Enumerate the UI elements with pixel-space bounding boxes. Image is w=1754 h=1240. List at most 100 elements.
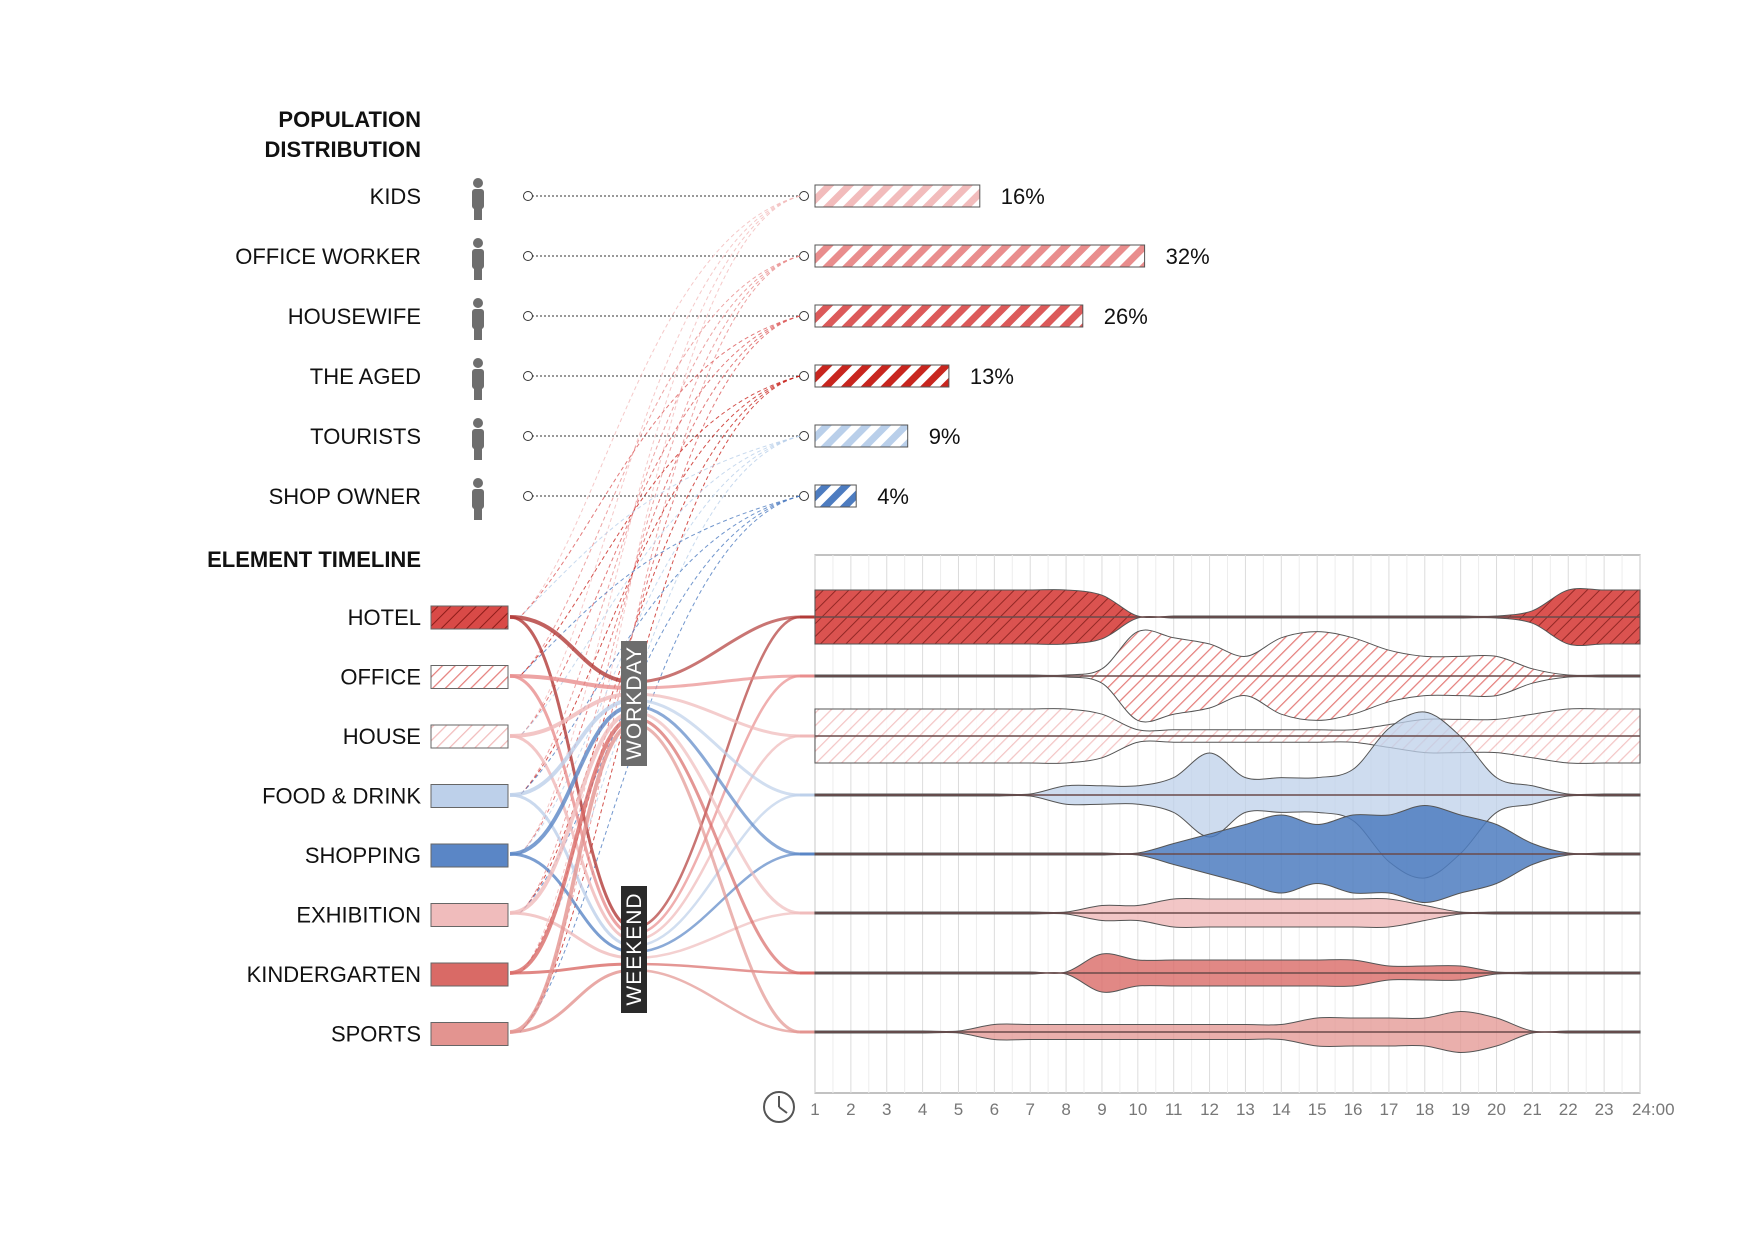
element-timeline-title: ELEMENT TIMELINE [207, 547, 421, 572]
legend-label: EXHIBITION [296, 903, 421, 928]
population-percent: 13% [970, 364, 1014, 389]
flow-ribbon-out [633, 704, 801, 856]
flow-ribbon-in [509, 674, 635, 690]
population-row: KIDS 16% [370, 178, 1045, 220]
population-row: TOURISTS 9% [310, 418, 960, 460]
legend-label: SHOPPING [305, 843, 421, 868]
population-link [519, 255, 801, 914]
population-link [519, 315, 801, 737]
legend-label: KINDERGARTEN [247, 962, 421, 987]
flow-ribbon-in [509, 968, 635, 1034]
population-link [519, 435, 801, 618]
legend-label: FOOD & DRINK [262, 784, 421, 809]
person-icon [472, 418, 484, 460]
population-percent: 9% [929, 424, 961, 449]
connector-end-dot [799, 311, 809, 321]
x-tick-label: 16 [1344, 1100, 1363, 1119]
day-type-flows [509, 615, 815, 1034]
population-link [519, 495, 801, 796]
connector-end-dot [799, 491, 809, 501]
population-link [519, 435, 801, 855]
population-bar [814, 484, 857, 508]
population-bar [814, 244, 1146, 268]
flow-ribbon-in [509, 911, 635, 960]
x-tick-label: 6 [990, 1100, 999, 1119]
legend-item: SHOPPING [305, 843, 509, 868]
population-title-line1: POPULATION [278, 107, 421, 132]
x-tick-label: 5 [954, 1100, 963, 1119]
legend-label: OFFICE [340, 665, 421, 690]
x-tick-label: 19 [1451, 1100, 1470, 1119]
population-link [519, 375, 801, 796]
population-percent: 4% [877, 484, 909, 509]
population-link [519, 195, 801, 855]
flow-ribbon-out [633, 716, 801, 975]
legend-swatch [430, 962, 509, 987]
x-tick-label: 1 [810, 1100, 819, 1119]
flow-ribbon-in [509, 722, 635, 1034]
legend-item: EXHIBITION [296, 903, 509, 928]
population-distribution: KIDS 16% OFFICE WORKER 32% HOUSEWIFE 26% THE A… [235, 178, 1210, 520]
legend-label: HOTEL [348, 605, 421, 630]
person-icon [472, 298, 484, 340]
element-timeline-chart: 1 2 3 4 5 6 7 8 9 10 11 12 13 14 15 16 17 18 19 20 21 22 23 24:… [810, 554, 1675, 1119]
x-tick-label: 11 [1165, 1100, 1183, 1119]
connector-start-dot [523, 191, 533, 201]
population-percent: 16% [1001, 184, 1045, 209]
population-link [519, 255, 801, 796]
legend-item: OFFICE [340, 665, 509, 690]
flow-ribbon-in [509, 716, 635, 975]
flow-ribbon-out [633, 674, 801, 690]
population-link [519, 435, 801, 974]
flow-ribbon-in [509, 615, 635, 930]
legend-item: HOUSE [343, 724, 509, 749]
x-tick-label: 17 [1379, 1100, 1398, 1119]
connector-start-dot [523, 431, 533, 441]
flow-ribbon-in [509, 674, 635, 936]
population-bar [814, 424, 909, 448]
connector-end-dot [799, 371, 809, 381]
population-label: THE AGED [310, 364, 421, 389]
legend-swatch [430, 605, 509, 630]
population-link [519, 315, 801, 855]
x-tick-label: 12 [1200, 1100, 1219, 1119]
legend-swatch [430, 843, 509, 868]
x-tick-label: 2 [846, 1100, 855, 1119]
weekend-label: WEEKEND [623, 892, 646, 1005]
flow-ribbon-out [633, 852, 801, 954]
x-tick-label: 23 [1595, 1100, 1614, 1119]
flow-ribbon-out [633, 734, 801, 942]
x-tick-label: 3 [882, 1100, 891, 1119]
legend-item: KINDERGARTEN [247, 962, 509, 987]
population-links [519, 195, 801, 1033]
connector-start-dot [523, 251, 533, 261]
person-icon [472, 478, 484, 520]
population-link [519, 495, 801, 1033]
x-tick-label: 4 [918, 1100, 927, 1119]
connector-end-dot [799, 191, 809, 201]
x-tick-label: 10 [1128, 1100, 1147, 1119]
element-legend: HOTEL OFFICE HOUSE FOOD & DRINK SHOPPING EXHI… [247, 605, 509, 1047]
population-link [519, 315, 801, 974]
flow-ribbon-out [633, 710, 801, 915]
population-label: SHOP OWNER [269, 484, 421, 509]
connector-end-dot [799, 431, 809, 441]
population-link [519, 195, 801, 737]
legend-item: FOOD & DRINK [262, 784, 509, 809]
flow-ribbon-out [633, 615, 801, 684]
connector-start-dot [523, 371, 533, 381]
population-bar [814, 304, 1084, 328]
population-percent: 26% [1104, 304, 1148, 329]
x-tick-label: 9 [1097, 1100, 1106, 1119]
x-tick-label: 13 [1236, 1100, 1255, 1119]
x-tick-label: 24:00 [1632, 1100, 1675, 1119]
flow-ribbon-out [633, 615, 801, 930]
flow-ribbon-out [633, 968, 801, 1034]
flow-ribbon-out [633, 793, 801, 948]
x-tick-label: 8 [1061, 1100, 1070, 1119]
legend-swatch [430, 1022, 509, 1046]
weekend-tag: WEEKEND [621, 886, 647, 1013]
x-tick-label: 15 [1308, 1100, 1327, 1119]
population-bar [814, 364, 950, 388]
